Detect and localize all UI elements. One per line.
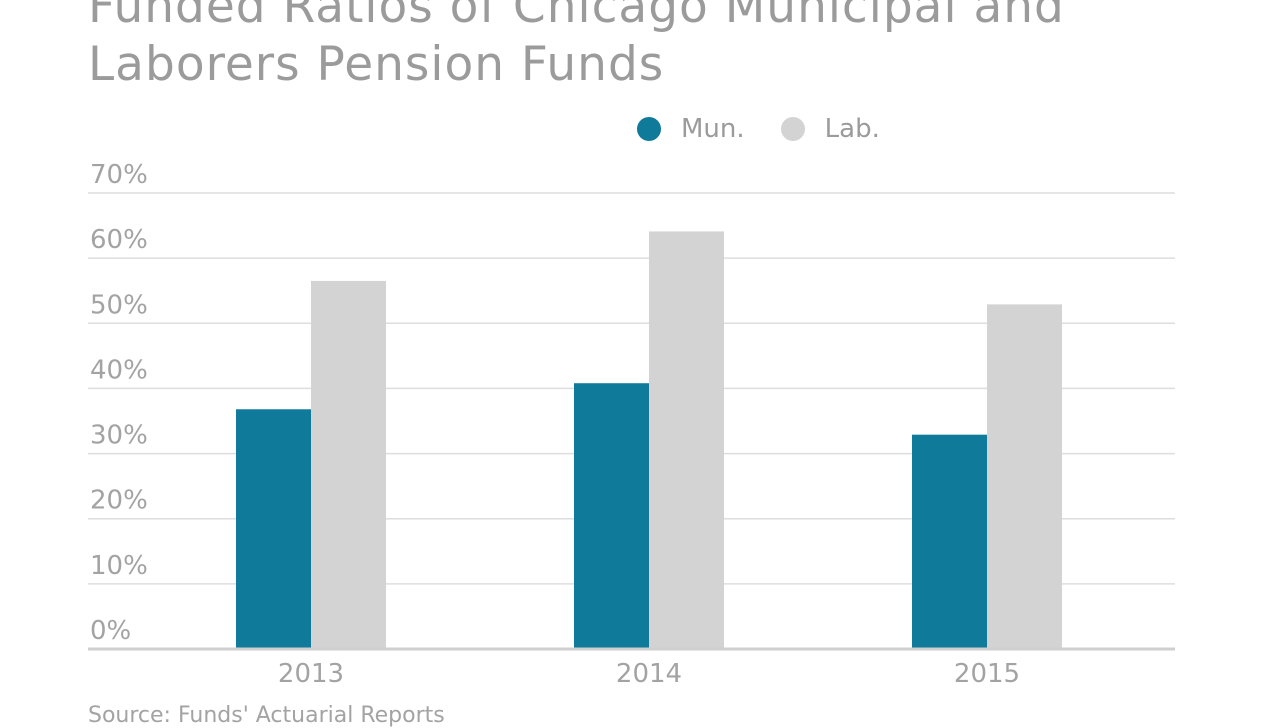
- chart-title-line-2: Laborers Pension Funds: [88, 37, 665, 92]
- bars: [88, 231, 1175, 651]
- y-tick-label-70: 70%: [90, 160, 148, 190]
- legend-label-lab: Lab.: [824, 114, 880, 144]
- legend-swatch-lab: [780, 117, 805, 141]
- x-tick-label-2015: 2015: [954, 659, 1020, 689]
- legend-label-mun: Mun.: [681, 114, 745, 144]
- legend-item-mun: Mun.: [637, 114, 745, 144]
- bar-lab-2015: [987, 304, 1062, 649]
- y-tick-label-10: 10%: [90, 551, 148, 581]
- bar-mun-2014: [574, 383, 649, 649]
- y-tick-label-50: 50%: [90, 290, 148, 320]
- chart-legend: Mun. Lab.: [637, 112, 916, 146]
- y-tick-label-20: 20%: [90, 486, 148, 516]
- chart-title-line-1: Funded Ratios of Chicago Municipal and: [88, 0, 1065, 34]
- bar-lab-2014: [649, 231, 724, 650]
- legend-item-lab: Lab.: [780, 114, 880, 144]
- source-note: Source: Funds' Actuarial Reports: [88, 703, 445, 728]
- bar-lab-2013: [311, 280, 386, 649]
- chart-title: Funded Ratios of Chicago Municipal and L…: [88, 0, 1238, 94]
- legend-swatch-mun: [637, 117, 661, 141]
- y-tick-label-60: 60%: [90, 225, 148, 255]
- y-tick-label-40: 40%: [90, 355, 148, 385]
- bar-mun-2015: [912, 434, 987, 649]
- y-tick-label-0: 0%: [90, 616, 131, 646]
- bar-mun-2013: [236, 409, 311, 649]
- x-tick-label-2014: 2014: [616, 659, 682, 689]
- tick-labels: 0% 10% 20% 30% 40% 50% 60% 70% 2013 2014 2015: [90, 160, 1020, 689]
- x-tick-label-2013: 2013: [278, 659, 344, 689]
- y-tick-label-30: 30%: [90, 421, 148, 451]
